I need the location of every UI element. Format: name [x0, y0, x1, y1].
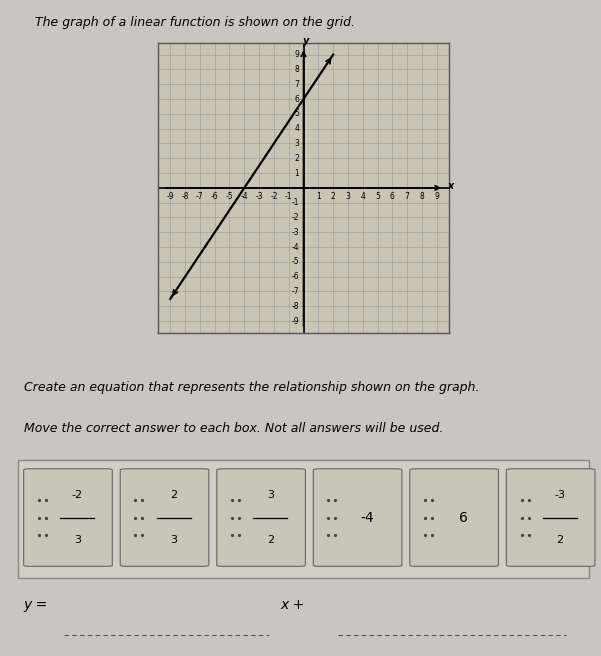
- Text: 5: 5: [375, 192, 380, 201]
- Text: y =: y =: [23, 598, 48, 611]
- Text: x: x: [447, 182, 453, 192]
- Text: -2: -2: [292, 213, 299, 222]
- Text: -5: -5: [226, 192, 233, 201]
- Text: 2: 2: [557, 535, 564, 545]
- Text: 2: 2: [294, 154, 299, 163]
- Text: 8: 8: [294, 65, 299, 74]
- Text: -6: -6: [211, 192, 219, 201]
- Text: -1: -1: [285, 192, 293, 201]
- FancyBboxPatch shape: [410, 469, 498, 566]
- Text: 3: 3: [74, 535, 81, 545]
- Text: 6: 6: [390, 192, 395, 201]
- Text: 3: 3: [294, 139, 299, 148]
- FancyBboxPatch shape: [23, 469, 112, 566]
- Text: 6: 6: [294, 94, 299, 104]
- Text: 3: 3: [170, 535, 177, 545]
- Text: 8: 8: [419, 192, 424, 201]
- Text: -5: -5: [291, 257, 299, 266]
- Text: -4: -4: [240, 192, 248, 201]
- Text: 2: 2: [267, 535, 274, 545]
- Text: 4: 4: [360, 192, 365, 201]
- Text: -8: -8: [292, 302, 299, 311]
- Text: -3: -3: [255, 192, 263, 201]
- Text: 1: 1: [294, 169, 299, 178]
- Text: -4: -4: [291, 243, 299, 252]
- Text: -6: -6: [291, 272, 299, 281]
- Text: Create an equation that represents the relationship shown on the graph.: Create an equation that represents the r…: [23, 381, 479, 394]
- Text: -4: -4: [360, 510, 374, 525]
- Text: -7: -7: [291, 287, 299, 296]
- Text: 2: 2: [331, 192, 335, 201]
- Text: -9: -9: [166, 192, 174, 201]
- Text: 6: 6: [459, 510, 468, 525]
- Text: 7: 7: [294, 80, 299, 89]
- Text: 7: 7: [404, 192, 409, 201]
- Text: -3: -3: [554, 490, 566, 500]
- Text: 9: 9: [294, 50, 299, 59]
- Text: -3: -3: [291, 228, 299, 237]
- Text: -2: -2: [72, 490, 83, 500]
- Text: 5: 5: [294, 110, 299, 118]
- Text: 1: 1: [316, 192, 321, 201]
- Text: 2: 2: [170, 490, 177, 500]
- Text: -2: -2: [270, 192, 278, 201]
- Text: 3: 3: [267, 490, 274, 500]
- Text: -7: -7: [196, 192, 204, 201]
- Text: x +: x +: [280, 598, 305, 611]
- FancyBboxPatch shape: [217, 469, 305, 566]
- Text: 4: 4: [294, 124, 299, 133]
- Text: Move the correct answer to each box. Not all answers will be used.: Move the correct answer to each box. Not…: [23, 422, 443, 435]
- Text: -8: -8: [182, 192, 189, 201]
- FancyBboxPatch shape: [507, 469, 595, 566]
- FancyBboxPatch shape: [120, 469, 209, 566]
- Text: y: y: [304, 36, 310, 46]
- FancyBboxPatch shape: [18, 460, 589, 578]
- Text: -9: -9: [291, 317, 299, 325]
- Text: -1: -1: [292, 198, 299, 207]
- Text: The graph of a linear function is shown on the grid.: The graph of a linear function is shown …: [35, 16, 355, 30]
- Text: 9: 9: [435, 192, 439, 201]
- Text: 3: 3: [346, 192, 350, 201]
- FancyBboxPatch shape: [313, 469, 402, 566]
